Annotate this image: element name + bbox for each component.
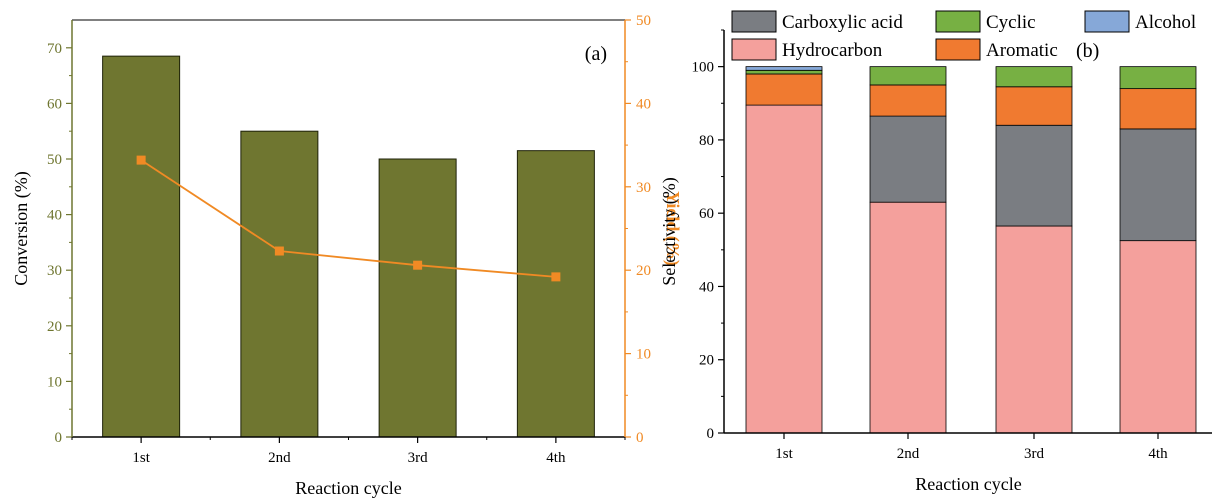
left-y-tick-label: 20 — [47, 319, 62, 335]
panel-a-conversion-yield-chart: 0 10 20 30 40 50 60 70 0 10 20 30 40 50 1st 2nd 3rd 4th (a… — [11, 13, 683, 498]
x-tick-label: 4th — [1148, 446, 1168, 462]
carboxylic-acid-segment-4 — [1119, 128, 1197, 242]
hydrocarbon-segment-2 — [869, 201, 947, 434]
legend-swatch-alcohol — [1084, 10, 1130, 33]
legend-label: Cyclic — [986, 12, 1036, 33]
left-y-tick-label: 30 — [47, 263, 62, 279]
conversion-bar-4 — [516, 150, 595, 438]
carboxylic-acid-segment-3 — [995, 124, 1073, 227]
right-y-tick-label: 30 — [636, 180, 651, 196]
cyclic-segment-2 — [869, 66, 947, 86]
yield-marker-2 — [274, 246, 284, 256]
x-tick-label: 4th — [546, 450, 566, 466]
yield-marker-4 — [551, 272, 561, 282]
aromatic-segment-2 — [869, 84, 947, 117]
hydrocarbon-segment-3 — [995, 225, 1073, 434]
left-y-tick-label: 50 — [47, 152, 62, 168]
right-y-tick-label: 20 — [636, 263, 651, 279]
y-tick-label: 20 — [699, 353, 714, 369]
right-y-tick-label: 40 — [636, 96, 651, 112]
y-tick-label: 0 — [707, 426, 715, 442]
x-tick-label: 3rd — [408, 450, 428, 466]
left-y-tick-label: 40 — [47, 208, 62, 224]
legend-swatch-cyclic — [935, 10, 981, 33]
legend-swatch-hydrocarbon — [731, 38, 777, 61]
hydrocarbon-segment-4 — [1119, 240, 1197, 434]
left-y-tick-label: 70 — [47, 41, 62, 57]
y-tick-label: 40 — [699, 279, 714, 295]
aromatic-segment-3 — [995, 86, 1073, 126]
left-y-axis-title: Conversion (%) — [11, 171, 32, 285]
x-axis-title: Reaction cycle — [915, 474, 1021, 494]
x-tick-label: 2nd — [268, 450, 291, 466]
right-y-axis-title: Yield (%) — [662, 191, 683, 266]
cyclic-segment-3 — [995, 66, 1073, 88]
x-tick-label: 2nd — [897, 446, 920, 462]
yield-marker-3 — [413, 260, 423, 270]
y-axis-title: Selectivity (%) — [659, 177, 680, 285]
y-tick-label: 80 — [699, 133, 714, 149]
conversion-bar-1 — [102, 55, 181, 438]
legend-swatch-aromatic — [935, 38, 981, 61]
y-tick-label: 100 — [692, 60, 715, 76]
panel-b-selectivity-chart: 0 20 40 60 80 100 1st 2nd 3rd 4th Reaction cycle Se… — [659, 10, 1212, 494]
left-y-tick-label: 10 — [47, 374, 62, 390]
right-y-tick-label: 50 — [636, 13, 651, 29]
aromatic-segment-1 — [745, 73, 823, 106]
x-tick-label: 1st — [775, 446, 793, 462]
alcohol-segment-1 — [745, 66, 823, 71]
cyclic-segment-4 — [1119, 66, 1197, 90]
panel-label-a: (a) — [585, 43, 607, 65]
hydrocarbon-segment-1 — [745, 104, 823, 434]
left-y-tick-label: 0 — [55, 430, 63, 446]
conversion-bar-2 — [240, 130, 319, 438]
right-y-tick-label: 0 — [636, 430, 644, 446]
x-tick-label: 3rd — [1024, 446, 1044, 462]
y-tick-label: 60 — [699, 206, 714, 222]
legend-label: Alcohol — [1135, 12, 1196, 33]
x-tick-label: 1st — [132, 450, 150, 466]
yield-marker-1 — [136, 155, 146, 165]
legend-label: Aromatic — [986, 40, 1058, 61]
right-y-tick-label: 10 — [636, 347, 651, 363]
cyclic-segment-1 — [745, 69, 823, 75]
panel-label-b: (b) — [1076, 40, 1099, 62]
legend-label: Hydrocarbon — [782, 40, 883, 61]
carboxylic-acid-segment-2 — [869, 115, 947, 203]
conversion-bar-3 — [378, 158, 457, 438]
legend-swatch-carboxylic-acid — [731, 10, 777, 33]
legend-label: Carboxylic acid — [782, 12, 903, 33]
yield-line — [140, 159, 556, 278]
aromatic-segment-4 — [1119, 88, 1197, 130]
left-y-tick-label: 60 — [47, 96, 62, 112]
x-axis-title: Reaction cycle — [295, 478, 401, 498]
